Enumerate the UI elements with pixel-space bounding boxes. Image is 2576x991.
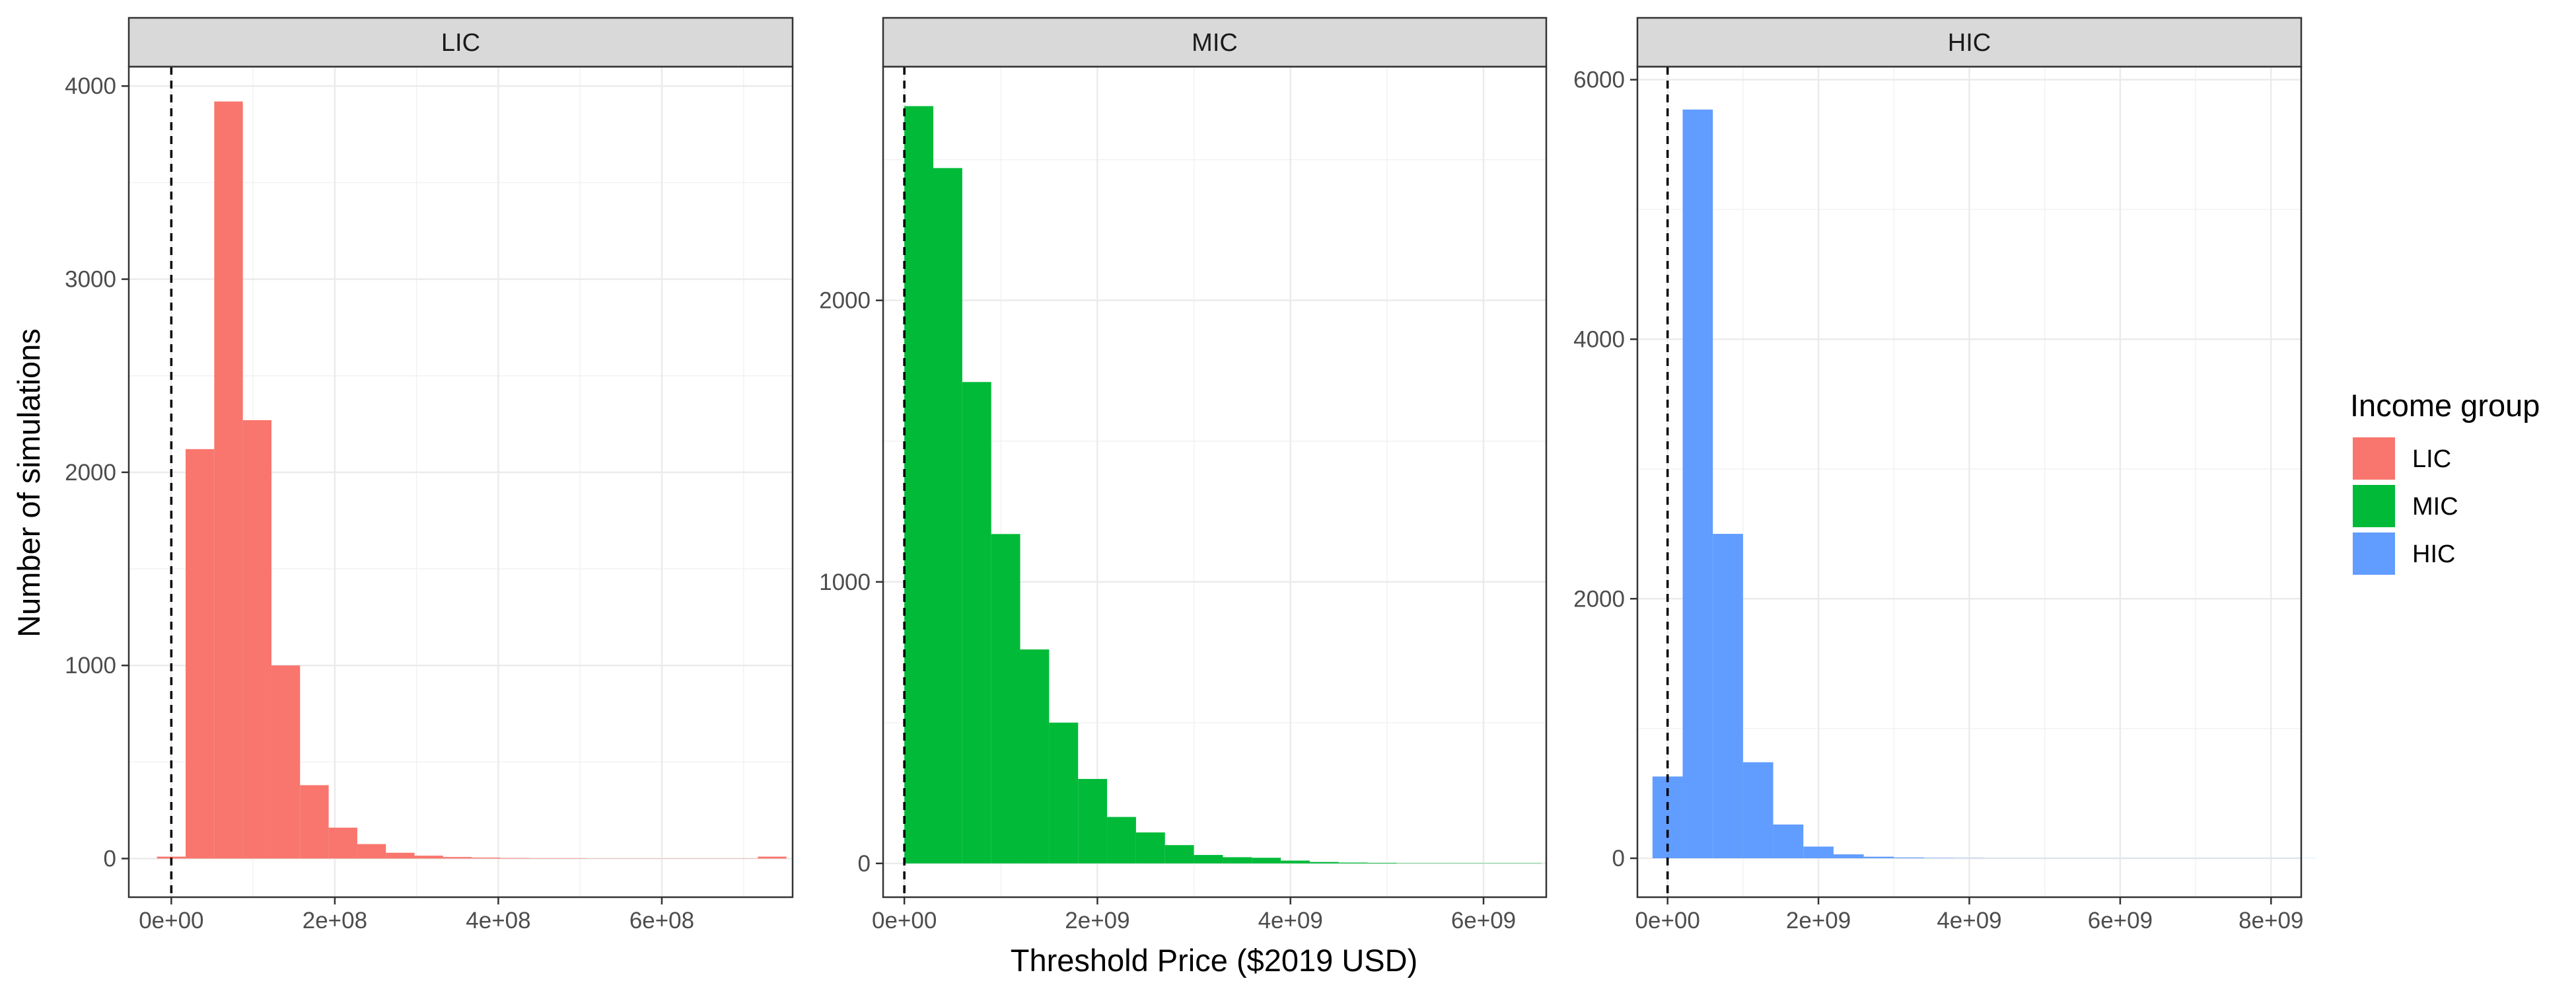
legend-entries: LIC MIC HIC [2353,437,2458,575]
x-tick-label: 0e+00 [872,908,937,934]
y-tick-label: 2000 [1573,586,1625,612]
legend-label-hic: HIC [2412,540,2455,568]
histogram-bar [1252,858,1281,863]
histogram-bar [271,665,301,859]
histogram-bar [991,534,1020,863]
y-tick-label: 2000 [65,460,116,486]
histogram-bar [414,856,443,859]
histogram-bar [557,858,587,859]
x-tick-label: 4e+08 [466,908,530,934]
y-tick-label: 0 [858,851,871,877]
panel-border [127,65,794,899]
histogram-bar [758,856,787,859]
x-tick-label: 6e+09 [2088,908,2153,934]
y-tick-label: 1000 [819,569,871,595]
facet-hic: HIC 0e+00 2e+09 4e+09 6e+09 8e+09 0 2000 4000 600… [1573,17,2316,934]
histogram-bar [962,382,991,863]
legend-title: Income group [2350,388,2540,423]
x-tick-label: 2e+09 [1065,908,1129,934]
histogram-bar [500,858,529,859]
legend-label-mic: MIC [2412,493,2458,521]
histogram-bar [1223,857,1252,863]
x-tick-label: 6e+08 [629,908,694,934]
facet-strip [127,17,794,68]
histogram-bar [1164,845,1194,863]
histogram-bar [904,106,933,863]
x-tick-label: 2e+09 [1786,908,1851,934]
histogram-bar [300,785,329,859]
facet-strip-label: MIC [1192,29,1238,57]
x-tick-label: 0e+00 [1635,908,1700,934]
histogram-bar [1194,855,1223,863]
histogram-bar [1713,534,1743,859]
histogram-bar [443,857,472,859]
y-tick-label: 3000 [65,267,116,293]
legend-key-lic [2353,437,2395,480]
y-tick-label: 0 [1612,846,1625,871]
histogram-bar [528,858,558,859]
histogram-bar [1682,109,1713,859]
histogram-bar [186,449,215,859]
y-tick-label: 4000 [65,73,116,99]
y-tick-label: 1000 [65,653,116,679]
x-tick-label: 6e+09 [1451,908,1516,934]
histogram-bar [933,168,962,863]
facets: LIC 0e+00 2e+08 4e+08 6e+08 0 1000 2000 3000 4000… [65,17,2316,934]
histogram-bar [357,844,386,859]
x-tick-label: 4e+09 [1258,908,1323,934]
y-tick-label: 6000 [1573,67,1625,93]
facet-mic: MIC 0e+00 2e+09 4e+09 6e+09 0 1000 2000 [819,17,1548,934]
y-tick-label: 2000 [819,288,871,314]
histogram-bar [1049,722,1079,863]
histogram-bar [1020,649,1050,863]
legend-key-hic [2353,532,2395,575]
histogram-bar [1803,846,1834,859]
histogram-bar [386,852,415,859]
x-tick-label: 0e+00 [139,908,203,934]
y-tick-label: 4000 [1573,326,1625,352]
x-tick-label: 2e+08 [303,908,367,934]
histogram-bar [1135,832,1165,863]
histogram-bar [328,827,357,859]
histogram-bar [214,101,243,859]
histogram-bar [1833,854,1864,859]
x-axis-title: Threshold Price ($2019 USD) [1011,943,1418,978]
y-tick-label: 0 [104,846,116,872]
x-tick-label: 8e+09 [2238,908,2303,934]
facet-strip-label: LIC [441,29,480,57]
histogram-bar [1281,860,1310,863]
y-axis-title: Number of simulations [11,328,46,638]
panel-border [882,65,1548,899]
histogram-bar [1863,856,1894,859]
histogram-bar [1107,817,1136,863]
histogram-bar [1773,825,1804,859]
legend-label-lic: LIC [2412,445,2451,473]
facet-lic: LIC 0e+00 2e+08 4e+08 6e+08 0 1000 2000 3000 4000 [65,17,794,934]
legend: Income group LIC MIC HIC [2350,388,2540,575]
facet-strip [1636,17,2303,68]
histogram-bar [242,420,271,859]
x-tick-label: 4e+09 [1937,908,2001,934]
histogram-bar [1078,779,1108,863]
legend-key-mic [2353,485,2395,527]
histogram-bar [1742,762,1773,859]
facet-strip [882,17,1548,68]
facet-strip-label: HIC [1948,29,1991,57]
histogram-bar [1309,862,1339,863]
